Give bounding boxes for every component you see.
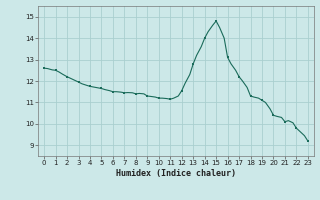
X-axis label: Humidex (Indice chaleur): Humidex (Indice chaleur) — [116, 169, 236, 178]
